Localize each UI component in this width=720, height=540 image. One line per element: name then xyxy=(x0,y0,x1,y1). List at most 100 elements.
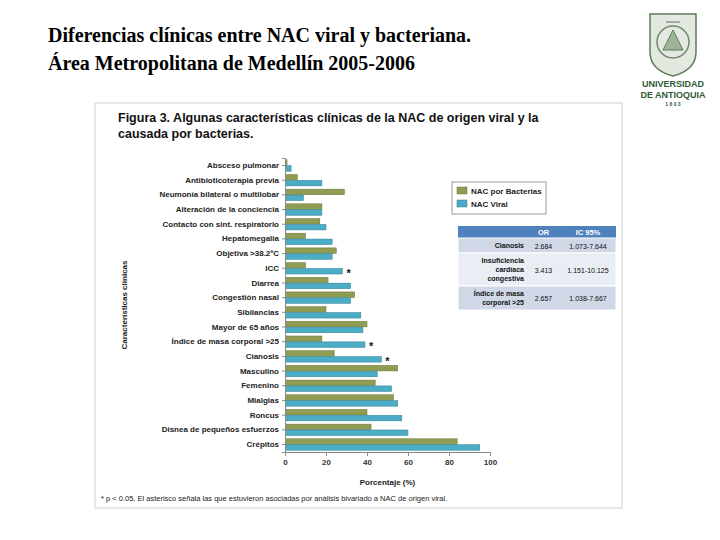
tick: Neumonía bilateral o multilobar xyxy=(159,190,285,199)
tick: 100 xyxy=(484,452,498,467)
tick: Femenino xyxy=(241,381,285,390)
bar xyxy=(285,239,332,245)
table-header-text: IC 95% xyxy=(576,228,601,237)
tick-label: 0 xyxy=(283,458,288,467)
tick-label: Neumonía bilateral o multilobar xyxy=(159,190,279,199)
tick-mark xyxy=(282,194,285,195)
tick-label: Cianosis xyxy=(246,352,280,361)
chart-title-line: Figura 3. Algunas características clínic… xyxy=(118,111,540,125)
tick: Masculino xyxy=(240,367,285,376)
tick-label: Alteración de la conciencia xyxy=(176,205,280,214)
bar xyxy=(285,195,303,201)
tick-mark xyxy=(282,327,285,328)
tick-label: Sibilancias xyxy=(237,308,279,317)
table-row xyxy=(458,253,616,286)
table-header-text: OR xyxy=(538,228,550,237)
bar xyxy=(285,254,332,260)
table-row xyxy=(458,238,616,253)
tick: 0 xyxy=(283,452,288,467)
bar xyxy=(285,395,394,401)
logo-text: 1 8 0 3 xyxy=(665,101,681,107)
tick: Contacto con sint. respiratorio xyxy=(163,220,285,229)
bar xyxy=(285,292,355,298)
tick: Congestión nasal xyxy=(212,293,285,302)
tick-label: 40 xyxy=(363,458,372,467)
odds-table: ORIC 95%Cianosis2.6841.073-7.644Insufici… xyxy=(458,226,616,310)
tick-mark xyxy=(367,452,368,456)
y-axis-title: Características clínicas xyxy=(120,260,129,349)
tick-label: ICC xyxy=(265,264,279,273)
legend-swatch xyxy=(457,200,467,207)
bar xyxy=(285,219,320,225)
tick: Alteración de la conciencia xyxy=(176,205,285,214)
tick: 80 xyxy=(445,452,454,467)
tick: Crépitos xyxy=(247,440,285,449)
tick: Índice de masa corporal >25 xyxy=(172,337,285,346)
bar xyxy=(285,268,342,274)
significance-mark: * xyxy=(346,267,351,279)
tick-label: 100 xyxy=(484,458,498,467)
tick-mark xyxy=(282,415,285,416)
tick-mark xyxy=(326,452,327,456)
table-cell: 1.038-7.667 xyxy=(569,295,606,302)
bar xyxy=(285,189,344,195)
bar xyxy=(285,415,402,421)
tick-label: Objetiva >38.2ºC xyxy=(216,249,279,258)
tick: Roncus xyxy=(250,411,285,420)
chart-title-line: causada por bacterias. xyxy=(118,127,253,141)
table-cell: 1.151-10.125 xyxy=(567,267,608,274)
tick-label: 60 xyxy=(404,458,413,467)
bar xyxy=(285,263,306,269)
bar xyxy=(285,283,351,289)
bar xyxy=(285,233,306,239)
logo: UNIVERSIDADDE ANTIOQUIA1 8 0 3 xyxy=(640,14,706,107)
bar xyxy=(285,342,365,348)
table-header xyxy=(458,226,616,238)
tick: 20 xyxy=(322,452,331,467)
logo-text: UNIVERSIDAD xyxy=(642,79,705,89)
tick-mark xyxy=(282,312,285,313)
tick: 60 xyxy=(404,452,413,467)
footnote: * p < 0.05. El asterisco señala las que … xyxy=(101,494,447,503)
table-row-label: Índice de masa xyxy=(474,289,524,297)
bar xyxy=(285,386,392,392)
slide-title: Diferencias clínicas entre NAC viral y b… xyxy=(48,24,471,47)
bar xyxy=(285,327,363,333)
bar xyxy=(285,430,408,436)
bar xyxy=(285,365,398,371)
y-axis: Absceso pulmonarAntibioticoterapia previ… xyxy=(159,159,285,453)
tick-mark xyxy=(282,444,285,445)
tick-label: 20 xyxy=(322,458,331,467)
x-axis: 0 20 40 60 80 100 xyxy=(283,452,497,467)
significance-mark: * xyxy=(385,355,390,367)
bar xyxy=(285,174,297,180)
tick-label: Mayor de 65 años xyxy=(212,323,280,332)
tick-label: Antibioticoterapia previa xyxy=(185,176,279,185)
tick-label: Roncus xyxy=(250,411,280,420)
slide-title: Área Metropolitana de Medellín 2005-2006 xyxy=(48,52,415,75)
tick-mark xyxy=(282,224,285,225)
tick-mark xyxy=(282,371,285,372)
legend-box xyxy=(452,182,546,214)
tick: Sibilancias xyxy=(237,308,285,317)
logo-text: DE ANTIOQUIA xyxy=(640,90,706,100)
bar xyxy=(285,445,480,451)
tick-label: Crépitos xyxy=(247,440,280,449)
tick: Hepatomegalia xyxy=(222,234,285,243)
tick: Mayor de 65 años xyxy=(212,323,285,332)
bar xyxy=(285,351,334,357)
slide: Diferencias clínicas entre NAC viral y b… xyxy=(0,0,720,540)
tick-mark xyxy=(282,356,285,357)
table-row-label: corporal >25 xyxy=(482,299,524,307)
tick-mark xyxy=(282,209,285,210)
tick-mark xyxy=(282,400,285,401)
legend-label: NAC por Bacterias xyxy=(471,187,542,196)
tick: Disnea de pequeños esfuerzos xyxy=(162,425,285,434)
bar xyxy=(285,277,328,283)
bar xyxy=(285,424,371,430)
x-axis-title: Porcentaje (%) xyxy=(360,478,416,487)
bar xyxy=(285,371,377,377)
tick: 40 xyxy=(363,452,372,467)
table-row-label: cardíaca xyxy=(496,266,525,273)
figure-panel xyxy=(95,103,622,508)
